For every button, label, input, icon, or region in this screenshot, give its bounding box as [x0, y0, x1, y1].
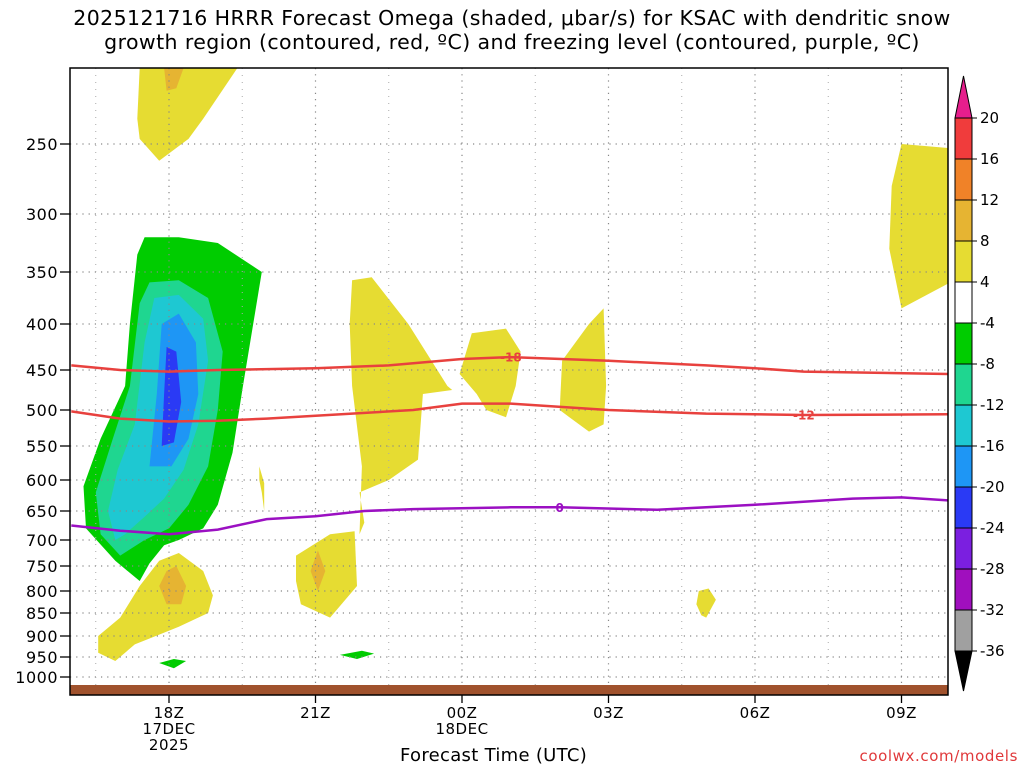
- contours: -18 -12 0: [71, 351, 948, 536]
- colorbar-cap-bottom: [954, 650, 973, 692]
- x-tick-label-00Z: 00Z: [447, 704, 478, 722]
- contour--18: [71, 355, 948, 376]
- y-tick-label-750: 750: [26, 557, 58, 576]
- y-tick-label-700: 700: [26, 531, 58, 550]
- x-tick-label-09Z: 09Z: [886, 704, 917, 722]
- omega-shading: [83, 68, 948, 669]
- y-tick-label-500: 500: [26, 401, 58, 420]
- title-line-2: growth region (contoured, red, ºC) and f…: [104, 30, 920, 54]
- omega-region-11: [159, 659, 187, 669]
- omega-region-14: [339, 650, 375, 659]
- contour--12: [71, 402, 948, 423]
- colorbar-seg-2: [954, 199, 973, 242]
- y-tick-label-800: 800: [26, 582, 58, 601]
- colorbar-label-4: 4: [980, 273, 990, 291]
- colorbar-seg-0: [954, 117, 973, 160]
- chart-title: 2025121716 HRRR Forecast Omega (shaded, …: [0, 6, 1024, 54]
- colorbar-seg-10: [954, 527, 973, 570]
- colorbar-seg-3: [954, 240, 973, 283]
- terrain-bar: [70, 685, 948, 695]
- y-tick-label-550: 550: [26, 437, 58, 456]
- omega-region-0: [137, 68, 238, 161]
- colorbar-label--20: -20: [980, 478, 1005, 496]
- omega-region-16: [459, 328, 521, 418]
- x-tick-label-03Z: 03Z: [593, 704, 624, 722]
- grid: [70, 68, 948, 695]
- omega-region-13: [310, 550, 326, 591]
- colorbar-seg-9: [954, 486, 973, 529]
- colorbar-label--32: -32: [980, 601, 1005, 619]
- contour-0: [71, 496, 948, 536]
- colorbar-label--28: -28: [980, 560, 1005, 578]
- y-tick-label-650: 650: [26, 502, 58, 521]
- omega-region-12: [296, 531, 357, 618]
- omega-region-2: [889, 144, 948, 309]
- omega-region-1: [164, 68, 184, 91]
- colorbar-label-16: 16: [980, 150, 999, 168]
- x-tick-label-18DEC: 18DEC: [435, 720, 488, 738]
- plot-frame: [69, 67, 949, 696]
- y-tick-label-850: 850: [26, 604, 58, 623]
- x-tick-label-06Z: 06Z: [740, 704, 771, 722]
- colorbar: 20 16 12 8 4 -4 -8 -12 -16 -20 -24 -28 -32 -36: [954, 75, 1005, 692]
- colorbar-seg-7: [954, 404, 973, 447]
- colorbar-label--8: -8: [980, 355, 995, 373]
- colorbar-label--16: -16: [980, 437, 1005, 455]
- colorbar-label-12: 12: [980, 191, 999, 209]
- colorbar-label--4: -4: [980, 314, 995, 332]
- colorbar-cap-top: [954, 75, 973, 119]
- x-tick-label-17DEC: 17DEC: [142, 720, 195, 738]
- colorbar-label-20: 20: [980, 109, 999, 127]
- x-tick-label-18Z: 18Z: [154, 704, 185, 722]
- contour-label-0: 0: [555, 501, 563, 515]
- y-axis: 250 300 350 400 450 500 550 600 650 700 750 800 850 9…: [15, 135, 70, 687]
- colorbar-seg-4: [954, 281, 973, 324]
- colorbar-seg-1: [954, 158, 973, 201]
- y-tick-label-300: 300: [26, 205, 58, 224]
- y-tick-label-600: 600: [26, 471, 58, 490]
- y-tick-label-250: 250: [26, 135, 58, 154]
- omega-region-8: [259, 466, 265, 511]
- colorbar-label--36: -36: [980, 642, 1005, 660]
- y-tick-label-350: 350: [26, 263, 58, 282]
- colorbar-seg-5: [954, 322, 973, 365]
- colorbar-seg-11: [954, 568, 973, 611]
- credit-link[interactable]: coolwx.com/models: [859, 747, 1018, 765]
- colorbar-label-8: 8: [980, 232, 990, 250]
- x-tick-label-2025: 2025: [149, 736, 189, 754]
- x-axis-title: Forecast Time (UTC): [400, 745, 588, 766]
- colorbar-label--12: -12: [980, 396, 1005, 414]
- contour-label--12: -12: [793, 409, 815, 423]
- omega-region-18: [696, 588, 716, 618]
- y-tick-label-900: 900: [26, 627, 58, 646]
- omega-region-15: [349, 277, 453, 535]
- colorbar-seg-12: [954, 609, 973, 652]
- omega-region-9: [98, 553, 213, 661]
- colorbar-seg-8: [954, 445, 973, 488]
- colorbar-label--24: -24: [980, 519, 1005, 537]
- omega-region-17: [559, 308, 607, 432]
- y-tick-label-400: 400: [26, 315, 58, 334]
- y-tick-label-950: 950: [26, 648, 58, 667]
- y-tick-label-1000: 1000: [15, 668, 58, 687]
- omega-region-10: [159, 566, 187, 605]
- x-tick-label-21Z: 21Z: [300, 704, 331, 722]
- y-tick-label-450: 450: [26, 361, 58, 380]
- contour-label--18: -18: [500, 351, 522, 365]
- colorbar-seg-6: [954, 363, 973, 406]
- title-line-1: 2025121716 HRRR Forecast Omega (shaded, …: [73, 6, 951, 30]
